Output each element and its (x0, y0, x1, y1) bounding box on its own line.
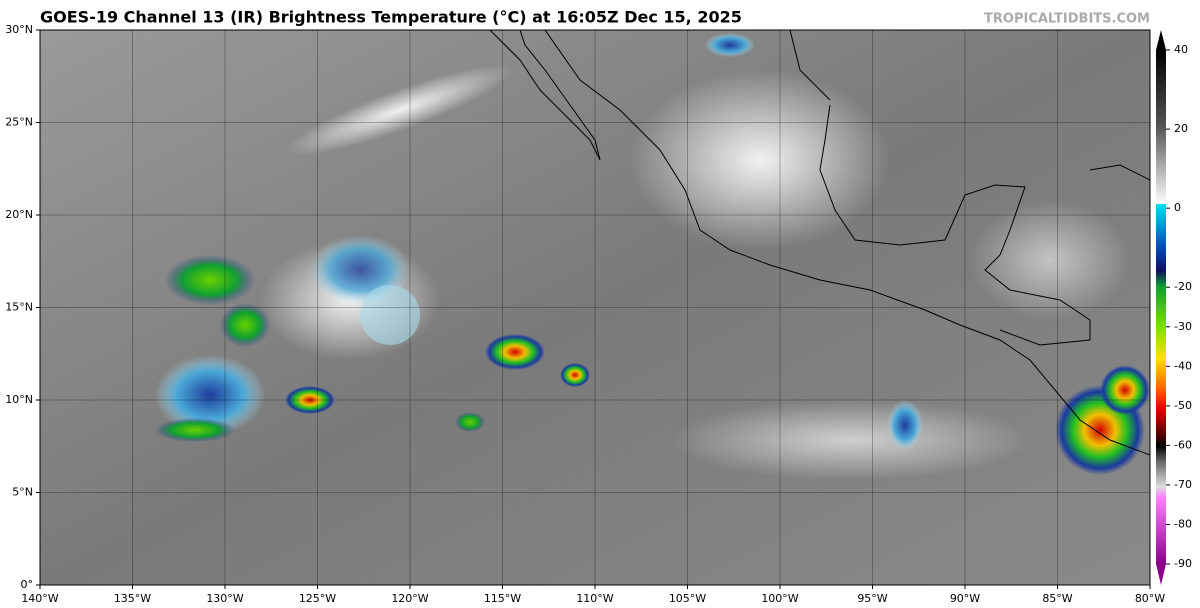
x-tick-label: 95°W (857, 592, 887, 605)
imagery (40, 30, 1150, 585)
x-tick-label: 115°W (484, 592, 521, 605)
y-tick-label: 10°N (5, 393, 33, 406)
x-tick-label: 125°W (299, 592, 336, 605)
x-tick-label: 135°W (114, 592, 151, 605)
colorbar-tick-label: -30 (1174, 320, 1192, 333)
y-tick-label: 5°N (12, 486, 33, 499)
x-tick-label: 140°W (21, 592, 58, 605)
colorbar-extend-bottom (1156, 564, 1166, 585)
colorbar-extend-top (1156, 30, 1166, 50)
colorbar-tick-label: 20 (1174, 122, 1188, 135)
colorbar-tick-label: -90 (1174, 557, 1192, 570)
y-tick-label: 0° (21, 578, 34, 591)
x-tick-label: 130°W (206, 592, 243, 605)
colorbar-tick-label: -60 (1174, 438, 1192, 451)
watermark: TROPICALTIDBITS.COM (984, 12, 1150, 27)
colorbar-tick-label: -50 (1174, 399, 1192, 412)
colorbar-tick-label: -70 (1174, 478, 1192, 491)
title: GOES-19 Channel 13 (IR) Brightness Tempe… (40, 8, 742, 27)
colorbar-tick-label: 0 (1174, 201, 1181, 214)
x-tick-label: 100°W (761, 592, 798, 605)
colorbar-tick-label: -20 (1174, 280, 1192, 293)
x-tick-label: 105°W (669, 592, 706, 605)
colorbar (1156, 50, 1166, 564)
colorbar-tick-label: -40 (1174, 359, 1192, 372)
y-tick-label: 25°N (5, 116, 33, 129)
colorbar-tick-label: 40 (1174, 43, 1188, 56)
x-tick-label: 110°W (576, 592, 613, 605)
y-tick-label: 20°N (5, 208, 33, 221)
x-tick-label: 90°W (950, 592, 980, 605)
y-tick-label: 30°N (5, 23, 33, 36)
x-tick-label: 80°W (1135, 592, 1165, 605)
x-tick-label: 120°W (391, 592, 428, 605)
colorbar-tick-label: -80 (1174, 517, 1192, 530)
y-tick-label: 15°N (5, 301, 33, 314)
x-tick-label: 85°W (1042, 592, 1072, 605)
